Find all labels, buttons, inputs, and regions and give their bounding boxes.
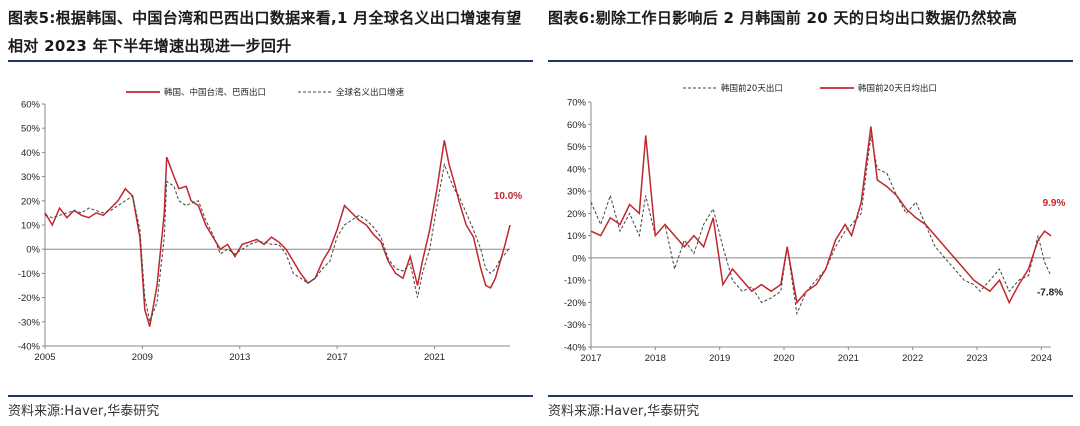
y-tick-label: -20% [18, 293, 41, 304]
legend: 韩国前20天出口 韩国前20天日均出口 [683, 83, 937, 94]
x-tick-label: 2009 [132, 352, 153, 363]
title-divider [548, 60, 1073, 62]
y-tick-label: 50% [567, 142, 587, 153]
y-tick-label: 50% [21, 124, 41, 135]
legend-label: 韩国、中国台湾、巴西出口 [164, 87, 266, 98]
y-tick-label: -40% [564, 343, 587, 354]
series-line-0 [590, 135, 1052, 316]
source-divider [8, 395, 533, 397]
line-chart-right: 70%60%50%40%30%20%10%0%-10%-20%-30%-40%2… [564, 83, 1066, 364]
source-note: 资料来源:Haver,华泰研究 [548, 404, 700, 419]
end-value-label: -7.8% [1037, 287, 1063, 298]
x-tick-label: 2018 [645, 353, 666, 364]
y-tick-label: -30% [18, 317, 41, 328]
y-tick-label: 10% [567, 231, 587, 242]
y-tick-label: 20% [567, 209, 587, 220]
y-tick-label: 40% [21, 148, 41, 159]
chart-title: 图表5:根据韩国、中国台湾和巴西出口数据来看,1 月全球名义出口增速有望相对 2… [8, 9, 522, 55]
y-tick-label: -20% [564, 298, 587, 309]
y-tick-label: -10% [18, 269, 41, 280]
line-chart-left: 60% 50% 40% 30% 20% 10% 0% -10% -20% -30% -40%2005… [18, 87, 522, 363]
y-tick-label: 30% [21, 172, 41, 183]
x-tick-label: 2013 [229, 352, 250, 363]
legend-label: 韩国前20天出口 [721, 83, 783, 94]
y-tick-label: -10% [564, 276, 587, 287]
x-tick-label: 2019 [709, 353, 730, 364]
x-tick-label: 2021 [838, 353, 859, 364]
y-tick-label: 30% [567, 187, 587, 198]
x-tick-label: 2005 [34, 352, 55, 363]
legend-label: 韩国前20天日均出口 [858, 83, 937, 94]
series-line-1 [590, 126, 1052, 305]
x-tick-label: 2017 [327, 352, 348, 363]
series-line-1 [44, 162, 511, 324]
legend-label: 全球名义出口增速 [336, 87, 405, 98]
chart-panel-left: 图表5:根据韩国、中国台湾和巴西出口数据来看,1 月全球名义出口增速有望相对 2… [8, 0, 533, 426]
y-tick-label: 60% [21, 100, 41, 111]
chart-title: 图表6:剔除工作日影响后 2 月韩国前 20 天的日均出口数据仍然较高 [548, 9, 1018, 27]
end-value-label: 10.0% [494, 191, 522, 202]
source-divider [548, 395, 1073, 397]
x-tick-label: 2024 [1031, 353, 1052, 364]
source-note: 资料来源:Haver,华泰研究 [8, 404, 160, 419]
x-tick-label: 2020 [773, 353, 794, 364]
y-tick-label: 10% [21, 221, 41, 232]
y-tick-label: 70% [567, 98, 587, 109]
title-divider [8, 60, 533, 62]
y-tick-label: 0% [26, 245, 40, 256]
x-tick-label: 2021 [424, 352, 445, 363]
x-tick-label: 2017 [580, 353, 601, 364]
y-tick-label: 20% [21, 196, 41, 207]
x-tick-label: 2023 [966, 353, 987, 364]
series-line-0 [44, 140, 511, 327]
chart-panel-right: 图表6:剔除工作日影响后 2 月韩国前 20 天的日均出口数据仍然较高 70% 6… [548, 0, 1073, 426]
y-tick-label: 60% [567, 120, 587, 131]
y-tick-label: -30% [564, 320, 587, 331]
x-tick-label: 2022 [902, 353, 923, 364]
y-tick-label: 40% [567, 164, 587, 175]
y-tick-label: 0% [572, 253, 586, 264]
legend: 韩国、中国台湾、巴西出口 全球名义出口增速 [126, 87, 405, 98]
end-value-label: 9.9% [1043, 198, 1066, 209]
y-tick-label: -40% [18, 342, 41, 353]
